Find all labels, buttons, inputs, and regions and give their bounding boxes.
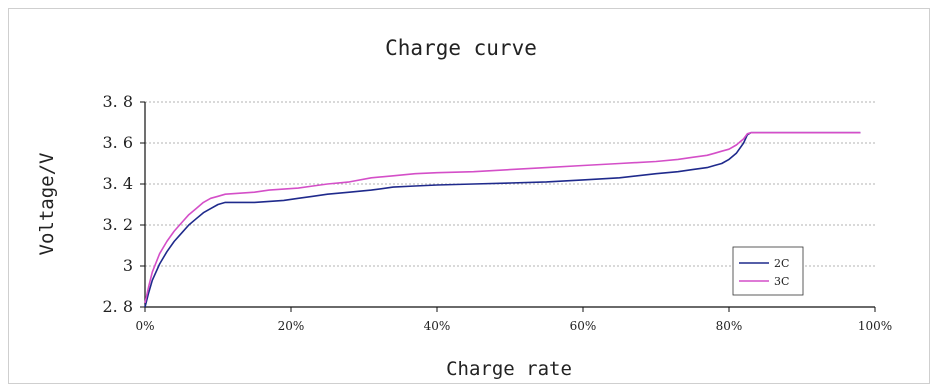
- legend-label-2c: 2C: [774, 257, 789, 270]
- y-axis-title: Voltage/V: [36, 153, 58, 256]
- x-tick-label: 40%: [424, 319, 451, 333]
- legend-box: [732, 246, 804, 296]
- y-tick-label: 3. 4: [102, 174, 133, 193]
- x-tick-label: 100%: [858, 319, 892, 333]
- x-tick-label: 0%: [135, 319, 154, 333]
- chart-frame: Charge curve Charge rate Voltage/V 2. 8 3…: [8, 8, 930, 384]
- x-tick-label: 60%: [570, 319, 597, 333]
- y-tick-label: 2. 8: [102, 297, 133, 316]
- x-axis-title: Charge rate: [446, 358, 572, 380]
- series-line-3c: [144, 131, 861, 304]
- y-tick-label: 3. 8: [102, 92, 133, 111]
- x-tick-label: 20%: [278, 319, 305, 333]
- chart-title: Charge curve: [385, 36, 537, 60]
- series-line-2c: [144, 131, 861, 308]
- charge-curve-chart: Charge curve Charge rate Voltage/V 2. 8 3…: [36, 36, 892, 380]
- legend-label-3c: 3C: [774, 275, 789, 288]
- y-tick-label: 3. 2: [102, 215, 133, 234]
- y-tick-label: 3. 6: [102, 133, 133, 152]
- x-tick-label: 80%: [716, 319, 743, 333]
- y-tick-label: 3: [123, 256, 133, 275]
